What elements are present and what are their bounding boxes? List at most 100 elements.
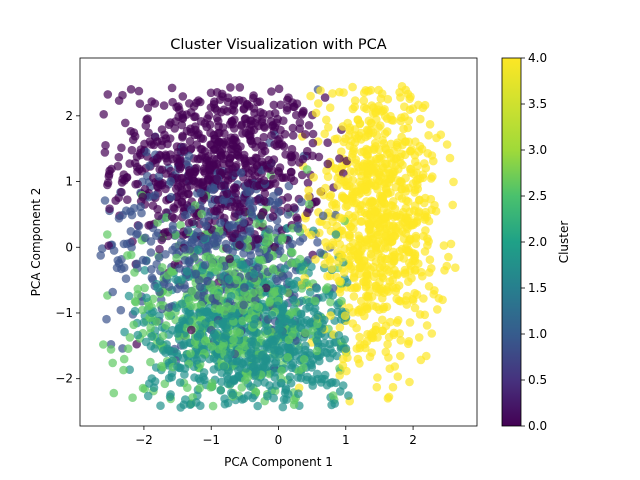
data-point-cluster-4 xyxy=(382,228,391,238)
data-point-cluster-2 xyxy=(261,353,271,363)
data-point-cluster-0 xyxy=(121,118,130,128)
data-point-cluster-0 xyxy=(128,135,138,145)
data-point-cluster-2 xyxy=(133,330,143,340)
data-point-cluster-2 xyxy=(301,341,310,351)
data-point-cluster-4 xyxy=(390,232,400,241)
data-point-cluster-1 xyxy=(173,284,182,294)
data-point-cluster-0 xyxy=(191,112,200,121)
data-point-cluster-2 xyxy=(181,395,190,404)
data-point-cluster-1 xyxy=(97,244,107,253)
data-point-cluster-4 xyxy=(345,246,355,256)
data-point-cluster-4 xyxy=(388,283,398,292)
data-point-cluster-1 xyxy=(288,239,297,249)
data-point-cluster-0 xyxy=(209,146,218,155)
data-point-cluster-4 xyxy=(439,241,449,250)
data-point-cluster-4 xyxy=(364,238,374,248)
data-point-cluster-4 xyxy=(361,185,370,195)
data-point-cluster-0 xyxy=(117,143,126,153)
data-point-cluster-2 xyxy=(237,395,247,404)
data-point-cluster-0 xyxy=(214,122,223,131)
data-point-cluster-0 xyxy=(185,168,195,177)
data-point-cluster-0 xyxy=(143,114,152,123)
data-point-cluster-1 xyxy=(108,287,117,297)
data-point-cluster-2 xyxy=(168,325,177,335)
data-point-cluster-2 xyxy=(285,372,295,382)
data-point-cluster-0 xyxy=(226,83,235,92)
data-point-cluster-4 xyxy=(414,333,424,342)
data-point-cluster-2 xyxy=(344,391,353,400)
data-point-cluster-4 xyxy=(410,303,420,313)
data-point-cluster-0 xyxy=(155,244,164,254)
data-point-cluster-3 xyxy=(161,321,171,330)
data-point-cluster-4 xyxy=(333,181,343,190)
data-point-cluster-2 xyxy=(159,346,168,355)
data-point-cluster-2 xyxy=(209,354,219,363)
data-point-cluster-4 xyxy=(419,294,428,303)
data-point-cluster-0 xyxy=(297,170,307,180)
data-point-cluster-4 xyxy=(309,173,319,182)
data-point-cluster-4 xyxy=(370,138,380,148)
data-point-cluster-0 xyxy=(295,118,305,127)
data-point-cluster-0 xyxy=(288,123,298,133)
data-point-cluster-1 xyxy=(203,242,213,251)
data-point-cluster-4 xyxy=(376,244,385,254)
data-point-cluster-2 xyxy=(307,375,317,384)
data-point-cluster-3 xyxy=(278,233,287,242)
data-point-cluster-2 xyxy=(223,354,233,363)
data-point-cluster-3 xyxy=(302,278,311,288)
data-point-cluster-4 xyxy=(335,288,345,297)
data-point-cluster-2 xyxy=(142,293,151,303)
data-point-cluster-2 xyxy=(331,230,341,239)
data-point-cluster-4 xyxy=(436,130,446,139)
data-point-cluster-2 xyxy=(150,344,159,353)
colorbar-tick-label: 1.0 xyxy=(528,327,547,341)
data-point-cluster-0 xyxy=(186,144,196,153)
data-point-cluster-0 xyxy=(114,96,124,105)
data-point-cluster-2 xyxy=(120,327,129,337)
data-point-cluster-2 xyxy=(277,378,286,388)
data-point-cluster-3 xyxy=(313,319,322,329)
data-point-cluster-0 xyxy=(246,126,256,136)
data-point-cluster-0 xyxy=(186,124,195,133)
data-point-cluster-0 xyxy=(136,145,146,154)
data-point-cluster-1 xyxy=(225,221,234,230)
data-point-cluster-2 xyxy=(226,291,236,301)
data-point-cluster-2 xyxy=(274,319,284,328)
data-point-cluster-4 xyxy=(380,213,390,222)
data-point-cluster-0 xyxy=(154,211,163,221)
data-point-cluster-4 xyxy=(323,252,332,262)
data-point-cluster-2 xyxy=(258,363,268,372)
data-point-cluster-2 xyxy=(293,373,303,382)
data-point-cluster-4 xyxy=(362,210,372,220)
data-point-cluster-1 xyxy=(202,276,212,286)
data-point-cluster-3 xyxy=(195,383,204,393)
data-point-cluster-0 xyxy=(159,101,169,110)
data-point-cluster-4 xyxy=(342,366,351,376)
data-point-cluster-3 xyxy=(310,296,320,306)
data-point-cluster-4 xyxy=(335,323,345,332)
data-point-cluster-0 xyxy=(170,124,179,133)
data-point-cluster-2 xyxy=(223,379,233,389)
data-point-cluster-4 xyxy=(445,153,455,163)
data-point-cluster-4 xyxy=(410,251,420,260)
data-point-cluster-0 xyxy=(282,106,292,115)
data-point-cluster-4 xyxy=(412,168,421,177)
data-point-cluster-4 xyxy=(339,268,349,277)
data-point-cluster-3 xyxy=(119,354,129,364)
colorbar-tick-label: 1.5 xyxy=(528,281,547,295)
data-point-cluster-2 xyxy=(320,315,329,325)
data-point-cluster-4 xyxy=(383,340,392,349)
data-point-cluster-2 xyxy=(149,383,159,393)
data-point-cluster-1 xyxy=(273,276,282,286)
data-point-cluster-3 xyxy=(152,317,162,327)
data-point-cluster-4 xyxy=(416,114,425,124)
data-point-cluster-0 xyxy=(244,168,253,178)
data-point-cluster-0 xyxy=(243,178,253,188)
data-point-cluster-0 xyxy=(172,102,181,112)
data-point-cluster-0 xyxy=(206,88,216,98)
data-point-cluster-4 xyxy=(371,325,381,335)
data-point-cluster-2 xyxy=(193,245,203,255)
data-point-cluster-4 xyxy=(344,303,354,313)
data-point-cluster-2 xyxy=(180,364,190,373)
data-point-cluster-4 xyxy=(391,182,401,192)
